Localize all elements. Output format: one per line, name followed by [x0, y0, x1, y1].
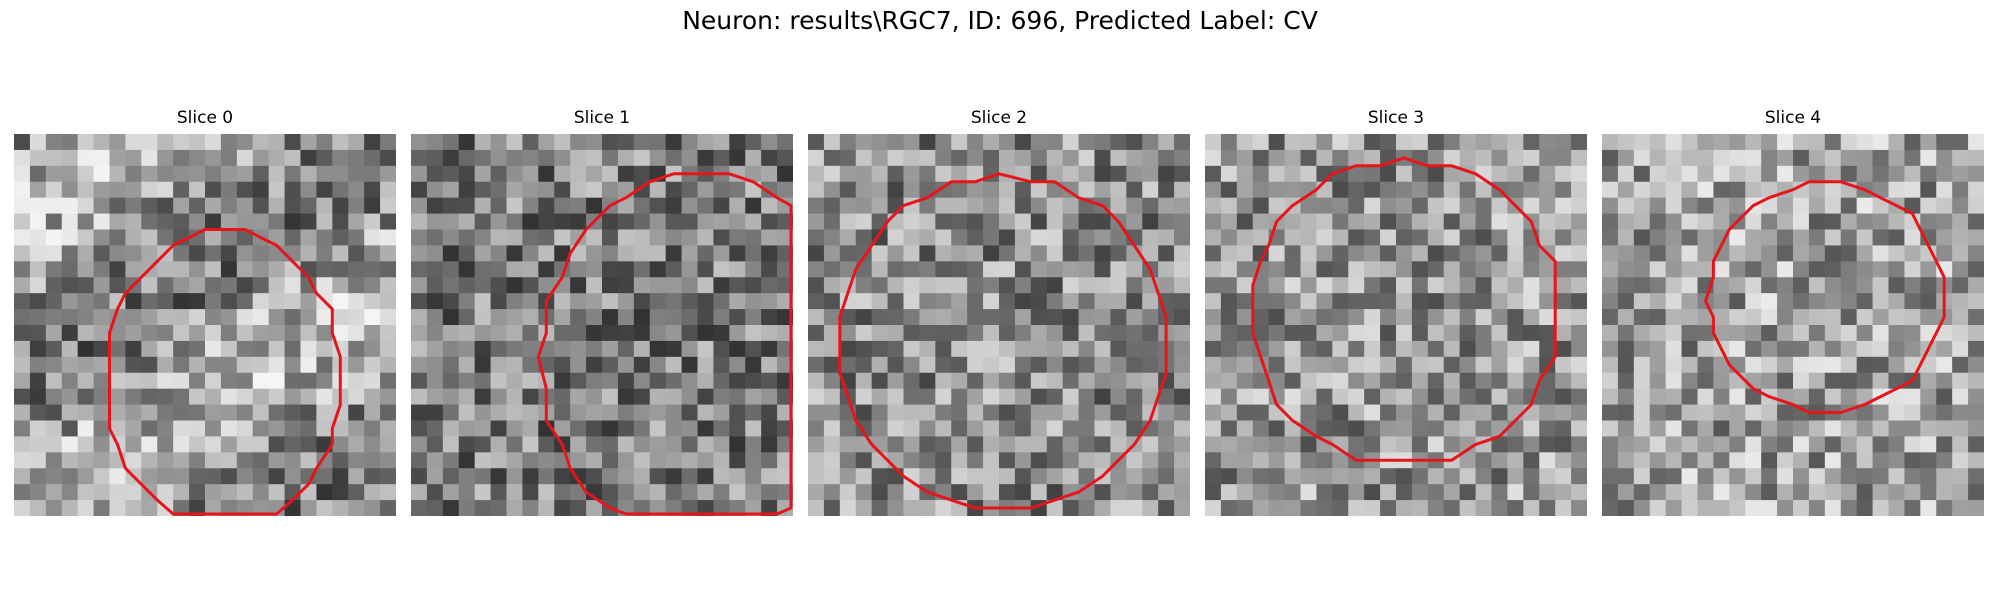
segmentation-contour: [536, 172, 793, 516]
slice-title: Slice 1: [573, 108, 631, 128]
slice-panel-2: Slice 2: [808, 108, 1190, 518]
slice-panel-0: Slice 0: [14, 108, 396, 518]
segmentation-contour: [108, 228, 342, 516]
slice-title: Slice 2: [970, 108, 1028, 128]
slice-panel-1: Slice 1: [411, 108, 793, 518]
slice-title: Slice 4: [1764, 108, 1822, 128]
figure-title: Neuron: results\RGC7, ID: 696, Predicted…: [682, 6, 1318, 35]
slice-image: [411, 134, 793, 516]
segmentation-contour: [1704, 180, 1946, 414]
slice-panel-3: Slice 3: [1205, 108, 1587, 518]
slice-image: [1205, 134, 1587, 516]
slice-image: [1602, 134, 1984, 516]
slice-image: [14, 134, 396, 516]
slice-title: Slice 0: [176, 108, 234, 128]
segmentation-contour: [838, 172, 1168, 510]
slice-image: [808, 134, 1190, 516]
segmentation-contour: [1251, 156, 1557, 462]
slice-title: Slice 3: [1367, 108, 1425, 128]
slice-panel-4: Slice 4: [1602, 108, 1984, 518]
